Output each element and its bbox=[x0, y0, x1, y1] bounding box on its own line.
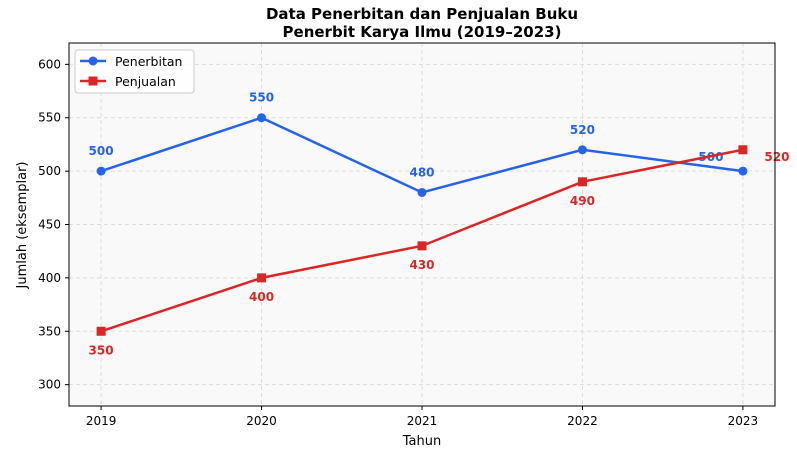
data-point-marker bbox=[577, 177, 587, 187]
data-point-marker bbox=[577, 145, 587, 155]
x-tick-label: 2022 bbox=[567, 414, 598, 428]
x-tick-label: 2023 bbox=[728, 414, 759, 428]
data-label: 550 bbox=[249, 91, 274, 105]
data-point-marker bbox=[96, 326, 106, 336]
data-point-marker bbox=[417, 187, 427, 197]
data-point-marker bbox=[738, 145, 748, 155]
x-tick-label: 2019 bbox=[86, 414, 117, 428]
plot-frame bbox=[68, 42, 776, 407]
y-tick-label: 450 bbox=[38, 218, 61, 232]
data-point-marker bbox=[257, 113, 267, 123]
chart-subtitle: Penerbit Karya Ilmu (2019–2023) bbox=[283, 23, 562, 41]
data-label: 500 bbox=[89, 144, 114, 158]
y-tick-label: 300 bbox=[38, 378, 61, 392]
data-label: 430 bbox=[409, 258, 434, 272]
y-axis-label: Jumlah (eksemplar) bbox=[15, 162, 30, 290]
x-tick-label: 2020 bbox=[246, 414, 277, 428]
x-tick-label: 2021 bbox=[407, 414, 438, 428]
chart-title: Data Penerbitan dan Penjualan Buku bbox=[266, 5, 578, 23]
legend-label-penerbitan: Penerbitan bbox=[115, 54, 182, 69]
y-tick-label: 550 bbox=[38, 111, 61, 125]
y-tick-label: 600 bbox=[38, 57, 61, 71]
data-point-marker bbox=[738, 166, 748, 176]
y-tick-label: 350 bbox=[38, 324, 61, 338]
data-label: 350 bbox=[89, 343, 114, 357]
data-label: 520 bbox=[570, 123, 595, 137]
x-axis-label: Tahun bbox=[402, 434, 441, 449]
data-point-marker bbox=[257, 273, 267, 283]
legend-label-penjualan: Penjualan bbox=[115, 74, 176, 89]
data-point-marker bbox=[417, 241, 427, 251]
y-tick-label: 400 bbox=[38, 271, 61, 285]
data-label: 480 bbox=[409, 165, 434, 179]
data-point-marker bbox=[96, 166, 106, 176]
legend: Penerbitan Penjualan bbox=[74, 49, 195, 94]
data-label: 490 bbox=[570, 194, 595, 208]
legend-marker-square-icon bbox=[88, 76, 98, 86]
data-label: 400 bbox=[249, 290, 274, 304]
data-label: 520 bbox=[764, 150, 789, 164]
y-tick-label: 500 bbox=[38, 164, 61, 178]
legend-marker-circle-icon bbox=[88, 56, 98, 66]
